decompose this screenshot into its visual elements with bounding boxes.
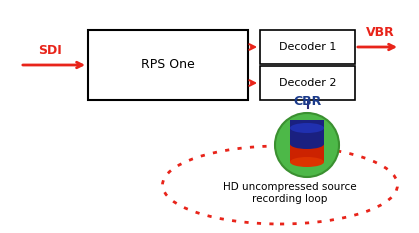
Text: SDI: SDI	[38, 45, 62, 58]
Bar	[260, 30, 355, 64]
Ellipse shape	[290, 123, 324, 133]
Bar	[290, 144, 324, 162]
Ellipse shape	[290, 157, 324, 167]
Ellipse shape	[290, 139, 324, 149]
Text: Decoder 1: Decoder 1	[279, 42, 336, 52]
Bar	[290, 120, 324, 144]
Bar	[260, 66, 355, 100]
Text: RPS One: RPS One	[141, 58, 195, 72]
Text: VBR: VBR	[366, 27, 394, 40]
Text: Decoder 2: Decoder 2	[279, 78, 336, 88]
Text: CBR: CBR	[293, 95, 322, 108]
Text: HD uncompressed source
recording loop: HD uncompressed source recording loop	[223, 182, 357, 204]
Circle shape	[275, 113, 339, 177]
Bar	[88, 30, 248, 100]
